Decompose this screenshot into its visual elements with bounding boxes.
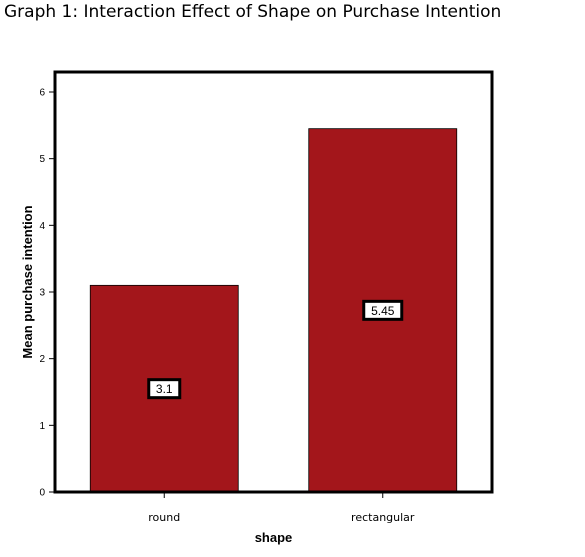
y-tick-label: 0 [39, 488, 45, 499]
x-tick-label: round [148, 511, 180, 524]
x-axis: round rectangular [148, 492, 415, 524]
y-tick-label: 3 [39, 288, 45, 299]
x-tick-label: rectangular [351, 511, 415, 524]
y-tick-label: 5 [39, 154, 45, 165]
y-tick-label: 6 [39, 88, 45, 99]
x-axis-title: shape [255, 530, 293, 545]
chart-title: Graph 1: Interaction Effect of Shape on … [4, 2, 502, 22]
y-tick-label: 1 [39, 421, 45, 432]
y-axis: 0 1 2 3 4 5 6 [39, 88, 55, 499]
plot-frame [53, 70, 494, 494]
data-label-box [362, 299, 404, 321]
y-axis-title: Mean purchase intention [20, 205, 35, 358]
data-label-box [147, 378, 182, 400]
y-tick-label: 4 [39, 221, 45, 232]
data-label: 5.45 [371, 304, 395, 318]
data-labels-layer: 3.1 5.45 [147, 299, 404, 400]
y-tick-label: 2 [39, 354, 45, 365]
data-label: 3.1 [156, 382, 173, 396]
